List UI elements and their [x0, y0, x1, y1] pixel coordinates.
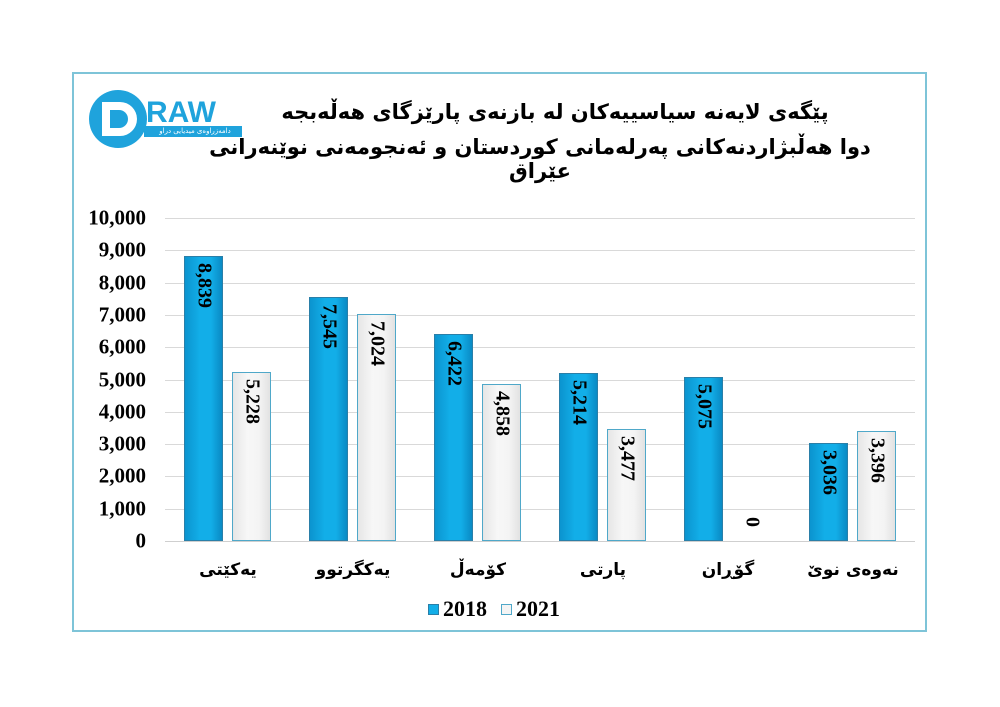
bar-2021: 3,477	[607, 429, 646, 541]
legend-item-2018: 2018	[428, 596, 487, 622]
category-label: پارتی	[579, 560, 627, 580]
bar-value-label: 3,036	[818, 450, 840, 495]
bar-2021: 3,396	[857, 431, 896, 541]
y-tick: 1,000	[98, 496, 146, 521]
bar-2021: 5,228	[232, 372, 271, 541]
logo-icon: RAW	[89, 90, 242, 148]
gridline	[165, 283, 915, 284]
x-axis-baseline	[165, 541, 915, 542]
y-tick: 8,000	[98, 270, 146, 295]
bar-value-label: 0	[741, 517, 763, 527]
legend-swatch-2018-icon	[428, 603, 439, 615]
bar-2018: 5,075	[684, 377, 723, 541]
bar-value-label: 4,858	[491, 391, 513, 436]
bar-2018: 8,839	[184, 256, 223, 541]
gridline	[165, 444, 915, 445]
y-tick: 5,000	[98, 367, 146, 392]
gridline	[165, 476, 915, 477]
legend-label-2021: 2021	[516, 596, 560, 621]
y-tick: 9,000	[98, 237, 146, 262]
gridline	[165, 380, 915, 381]
bar-value-label: 5,228	[241, 379, 263, 424]
bar-value-label: 7,024	[366, 321, 388, 366]
gridline	[165, 412, 915, 413]
chart-title-line2: دوا هەڵبژاردنەکانی پەرلەمانی کوردستان و …	[209, 135, 871, 183]
y-tick: 0	[135, 528, 147, 553]
bar-value-label: 5,075	[693, 384, 715, 429]
y-tick: 10,000	[88, 205, 146, 230]
bar-2018: 5,214	[559, 373, 598, 541]
category-label: نەوەی نوێ	[807, 560, 899, 580]
y-tick: 7,000	[98, 302, 146, 327]
gridline	[165, 509, 915, 510]
category-label: یەکێتی	[199, 560, 257, 580]
bar-value-label: 5,214	[568, 380, 590, 425]
category-label: گۆڕان	[701, 560, 755, 580]
category-label: کۆمەڵ	[449, 560, 507, 580]
bar-2021: 7,024	[357, 314, 396, 541]
bar-value-label: 7,545	[318, 304, 340, 349]
chart-title-line1: پێگەی لایەنە سیاسییەکان لە بازنەی پارێزگ…	[281, 100, 829, 124]
y-tick: 3,000	[98, 431, 146, 456]
bar-value-label: 3,396	[866, 438, 888, 483]
bar-value-label: 6,422	[443, 341, 465, 386]
y-tick: 2,000	[98, 463, 146, 488]
legend-item-2021: 2021	[501, 596, 560, 622]
gridline	[165, 315, 915, 316]
svg-text:RAW: RAW	[146, 96, 217, 129]
bar-value-label: 8,839	[193, 263, 215, 308]
legend-label-2018: 2018	[443, 596, 487, 621]
y-tick: 6,000	[98, 334, 146, 359]
legend-swatch-2021-icon	[501, 603, 512, 615]
bar-2018: 6,422	[434, 334, 473, 541]
bar-2021-zero-value: 0	[732, 517, 771, 535]
bar-2018: 7,545	[309, 297, 348, 541]
y-tick: 4,000	[98, 399, 146, 424]
gridline	[165, 218, 915, 219]
bar-2018: 3,036	[809, 443, 848, 541]
bar-value-label: 3,477	[616, 436, 638, 481]
bar-2021: 4,858	[482, 384, 521, 541]
draw-logo: RAW دامەزراوەی میدیایی دراو	[88, 88, 248, 150]
legend: 2018 2021	[428, 596, 560, 622]
category-label: یەکگرتوو	[315, 560, 391, 580]
logo-subtitle: دامەزراوەی میدیایی دراو	[159, 127, 231, 135]
gridline	[165, 250, 915, 251]
gridline	[165, 347, 915, 348]
